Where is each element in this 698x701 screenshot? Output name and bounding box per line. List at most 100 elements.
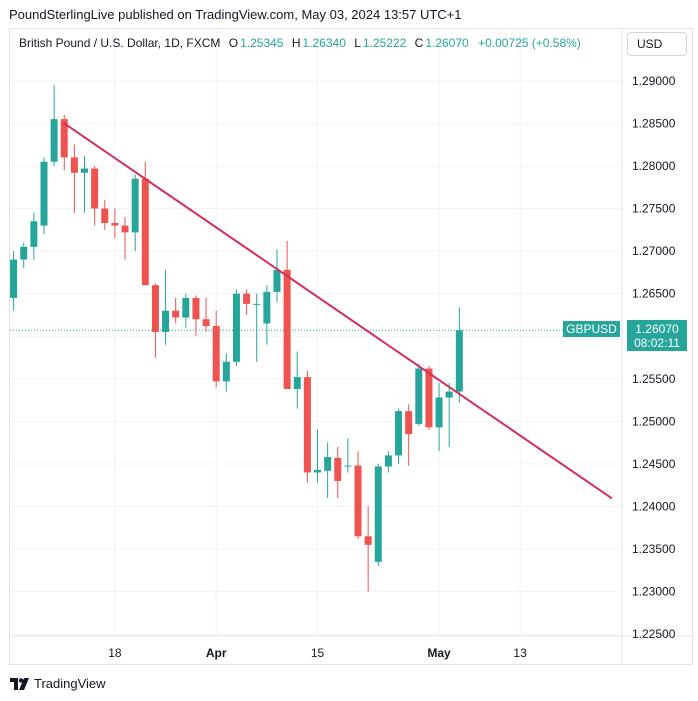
- candle-body: [70, 157, 78, 173]
- candle[interactable]: [354, 451, 362, 539]
- last-price-tag: GBPUSD 1.26070 08:02:11: [563, 320, 687, 351]
- candle[interactable]: [131, 174, 139, 252]
- price-tick-label: 1.25500: [632, 372, 676, 386]
- candle[interactable]: [384, 451, 392, 473]
- candle-body: [81, 168, 89, 173]
- price-tick-label: 1.28000: [632, 159, 676, 173]
- low-value: 1.25222: [362, 36, 407, 50]
- candle[interactable]: [253, 293, 261, 362]
- candle[interactable]: [20, 242, 28, 269]
- candle-body: [111, 223, 119, 226]
- price-tick-label: 1.28500: [632, 116, 676, 130]
- price-tick-label: 1.24500: [632, 457, 676, 471]
- time-tick-label: May: [427, 646, 451, 660]
- candle[interactable]: [283, 240, 291, 390]
- trendline[interactable]: [63, 122, 613, 499]
- candle[interactable]: [202, 297, 210, 332]
- open-value: 1.25345: [240, 36, 284, 50]
- currency-button[interactable]: USD: [627, 32, 687, 56]
- candles-layer: [10, 85, 463, 592]
- candle[interactable]: [70, 144, 78, 213]
- price-tick-label: 1.23000: [632, 585, 676, 599]
- candle[interactable]: [81, 155, 89, 213]
- candle[interactable]: [303, 370, 311, 483]
- candle-body: [293, 377, 301, 390]
- candle-body: [202, 319, 210, 327]
- candle-body: [273, 269, 281, 292]
- price-tick-label: 1.29000: [632, 74, 676, 88]
- candle-body: [455, 330, 463, 392]
- candle[interactable]: [364, 506, 372, 592]
- candle-body: [172, 310, 180, 318]
- candle-body: [141, 178, 149, 286]
- candle-body: [405, 411, 413, 435]
- price-tick-label: 1.27000: [632, 244, 676, 258]
- candle[interactable]: [162, 269, 170, 345]
- candle-body: [222, 361, 230, 382]
- candle[interactable]: [435, 383, 443, 452]
- candle-body: [60, 119, 68, 158]
- candle[interactable]: [334, 446, 342, 498]
- candle[interactable]: [141, 161, 149, 286]
- symbol-tag-bg: [563, 321, 620, 337]
- candle[interactable]: [172, 297, 180, 324]
- close-label: C: [414, 36, 424, 50]
- candle[interactable]: [40, 157, 48, 235]
- candle[interactable]: [232, 289, 240, 367]
- candle[interactable]: [445, 383, 453, 447]
- price-tag-countdown: 08:02:11: [634, 336, 680, 350]
- candle[interactable]: [415, 363, 423, 426]
- candle[interactable]: [91, 165, 99, 226]
- candle-body: [334, 457, 342, 481]
- candle[interactable]: [111, 208, 119, 239]
- candle[interactable]: [263, 285, 271, 345]
- candle[interactable]: [425, 366, 433, 430]
- publisher-header: PoundSterlingLive published on TradingVi…: [9, 7, 462, 22]
- candle[interactable]: [273, 249, 281, 303]
- price-tick-label: 1.22500: [632, 627, 676, 641]
- candle-body: [364, 536, 372, 545]
- candle-body: [283, 269, 291, 390]
- grid-layer: [10, 29, 622, 636]
- candle-body: [253, 303, 261, 305]
- candle-body: [10, 259, 18, 298]
- candle-body: [182, 297, 190, 318]
- candle[interactable]: [182, 293, 190, 328]
- candle[interactable]: [192, 295, 200, 337]
- candle-body: [374, 466, 382, 562]
- candle[interactable]: [151, 283, 159, 358]
- price-axis: 1.22500 1.23000 1.23500 1.24000 1.24500 1.250…: [632, 74, 676, 641]
- candle-body: [415, 368, 423, 424]
- candle[interactable]: [455, 307, 463, 403]
- candle[interactable]: [374, 463, 382, 567]
- candle[interactable]: [50, 85, 58, 166]
- candle-body: [232, 293, 240, 362]
- candle[interactable]: [243, 289, 251, 315]
- candle-body: [425, 368, 433, 428]
- candle-body: [30, 221, 38, 247]
- chart-frame: [9, 28, 693, 665]
- candle[interactable]: [101, 200, 109, 230]
- close-value: 1.26070: [425, 36, 469, 50]
- candle[interactable]: [10, 251, 18, 311]
- candle[interactable]: [344, 438, 352, 473]
- candle[interactable]: [121, 217, 129, 260]
- candle-body: [151, 285, 159, 332]
- candle[interactable]: [293, 351, 301, 409]
- price-tick-label: 1.24000: [632, 500, 676, 514]
- candle[interactable]: [405, 404, 413, 466]
- candle[interactable]: [314, 429, 321, 483]
- candle[interactable]: [324, 442, 332, 498]
- high-label: H: [291, 36, 301, 50]
- candle[interactable]: [395, 408, 403, 464]
- candle[interactable]: [222, 353, 230, 392]
- tradingview-logo-icon: [10, 677, 29, 690]
- candle[interactable]: [30, 212, 38, 260]
- footer-branding[interactable]: TradingView: [10, 676, 106, 691]
- candle-body: [435, 397, 443, 428]
- candle-body: [192, 297, 200, 320]
- candle[interactable]: [212, 310, 220, 388]
- candle-body: [445, 391, 453, 398]
